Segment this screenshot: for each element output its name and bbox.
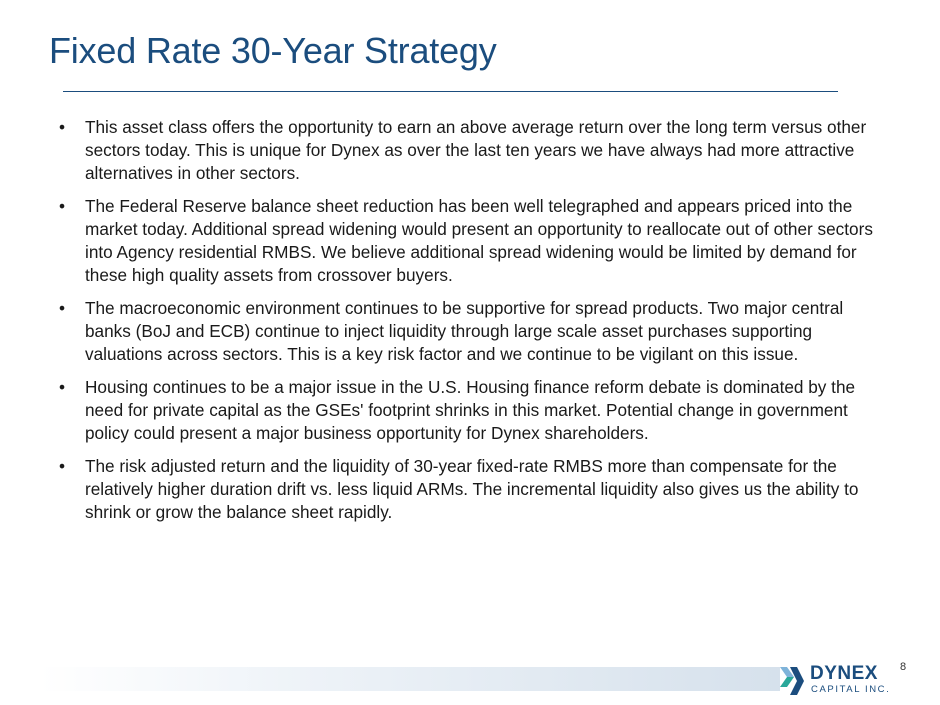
footer-gradient-bar bbox=[40, 667, 780, 691]
slide-title: Fixed Rate 30-Year Strategy bbox=[49, 30, 497, 71]
logo-subtitle: CAPITAL INC. bbox=[811, 684, 891, 695]
bullet-item: • This asset class offers the opportunit… bbox=[56, 116, 888, 185]
dynex-chevron-icon bbox=[780, 667, 804, 695]
bullet-marker: • bbox=[59, 377, 66, 397]
bullet-marker: • bbox=[59, 456, 66, 476]
bullet-marker: • bbox=[59, 196, 66, 216]
bullet-text: This asset class offers the opportunity … bbox=[85, 117, 867, 183]
company-logo: DYNEX CAPITAL INC. bbox=[778, 663, 890, 699]
title-divider bbox=[63, 91, 838, 92]
bullet-text: The Federal Reserve balance sheet reduct… bbox=[85, 196, 873, 285]
bullet-text: The macroeconomic environment continues … bbox=[85, 298, 844, 364]
bullet-text: Housing continues to be a major issue in… bbox=[85, 377, 856, 443]
bullet-marker: • bbox=[59, 117, 66, 137]
bullet-item: • The Federal Reserve balance sheet redu… bbox=[56, 195, 888, 287]
bullet-item: • The macroeconomic environment continue… bbox=[56, 297, 888, 366]
bullet-list: • This asset class offers the opportunit… bbox=[56, 116, 888, 534]
bullet-text: The risk adjusted return and the liquidi… bbox=[85, 456, 859, 522]
bullet-item: • Housing continues to be a major issue … bbox=[56, 376, 888, 445]
logo-name: DYNEX bbox=[810, 663, 878, 684]
page-number: 8 bbox=[900, 661, 907, 673]
bullet-item: • The risk adjusted return and the liqui… bbox=[56, 455, 888, 524]
bullet-marker: • bbox=[59, 298, 66, 318]
